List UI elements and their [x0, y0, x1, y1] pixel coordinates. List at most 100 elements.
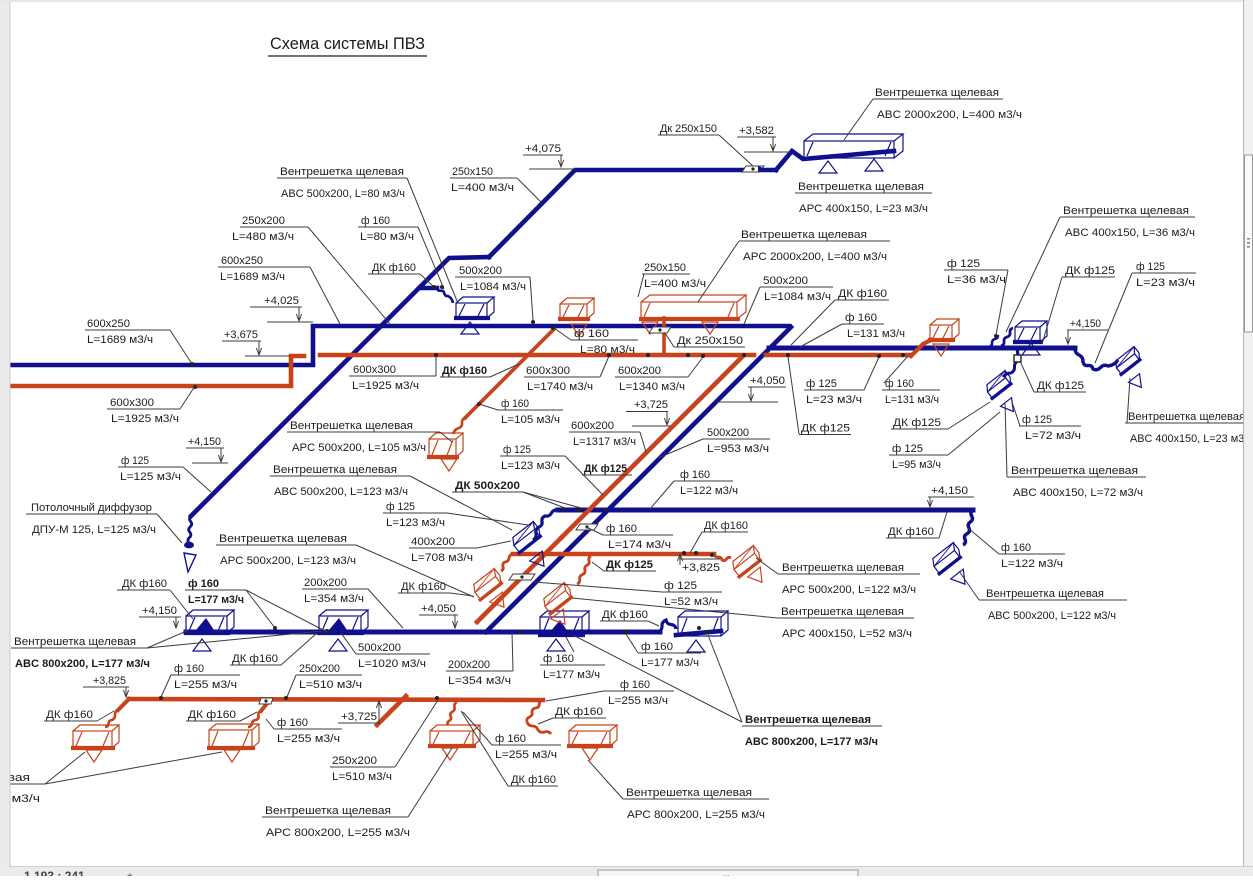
svg-text:ф 125: ф 125	[892, 443, 923, 455]
svg-text:ф 160: ф 160	[845, 312, 877, 324]
svg-text:L=23 м3/ч: L=23 м3/ч	[1136, 277, 1195, 289]
svg-text:Вентрешетка щелевая: Вентрешетка щелевая	[782, 562, 904, 574]
svg-text:Вентрешетка щелевая: Вентрешетка щелевая	[14, 636, 136, 648]
svg-text:L=255 м3/ч: L=255 м3/ч	[608, 695, 668, 707]
svg-text:L=1340 м3/ч: L=1340 м3/ч	[619, 381, 685, 393]
svg-text:L=953 м3/ч: L=953 м3/ч	[707, 443, 769, 455]
svg-text:ф 160: ф 160	[361, 215, 390, 227]
svg-text:ДК ф160: ДК ф160	[602, 609, 648, 621]
svg-text:L=95 м3/ч: L=95 м3/ч	[892, 459, 941, 471]
svg-text:ДК ф160: ДК ф160	[188, 709, 236, 721]
svg-text:Вентрешетка щелевая: Вентрешетка щелевая	[1063, 205, 1189, 217]
svg-text:L=80 м3/ч: L=80 м3/ч	[580, 344, 635, 356]
svg-text:L=1084 м3/ч: L=1084 м3/ч	[764, 291, 831, 303]
svg-text:АРС 800x200, L=255 м3/ч: АРС 800x200, L=255 м3/ч	[627, 809, 765, 821]
svg-text:ДК ф160: ДК ф160	[511, 774, 556, 786]
svg-text:+4,150: +4,150	[188, 436, 221, 448]
svg-text:ДК ф125: ДК ф125	[606, 559, 654, 571]
svg-text:Вентрешетка щелевая: Вентрешетка щелевая	[1128, 411, 1245, 423]
svg-text:ф 125: ф 125	[947, 258, 980, 270]
svg-text:1.193 : 241: 1.193 : 241	[24, 869, 85, 876]
svg-text:400x200: 400x200	[411, 536, 455, 548]
svg-text:ф 160: ф 160	[277, 717, 308, 729]
svg-text:+4,050: +4,050	[421, 603, 456, 615]
svg-text:ф 125: ф 125	[1136, 261, 1165, 273]
svg-text:ABC 400x150, L=36 м3/ч: ABC 400x150, L=36 м3/ч	[1065, 227, 1195, 239]
svg-text:ДК ф125: ДК ф125	[1065, 265, 1115, 277]
svg-text:250x200: 250x200	[242, 215, 285, 227]
svg-text:Вентрешетка щелевая: Вентрешетка щелевая	[280, 166, 404, 178]
svg-text:+3,825: +3,825	[93, 675, 126, 687]
svg-text:ДК ф160: ДК ф160	[704, 520, 748, 532]
svg-text:ф 160: ф 160	[574, 328, 609, 340]
svg-text:Вентрешетка щелевая: Вентрешетка щелевая	[265, 805, 391, 817]
svg-text:АРС 500x200, L=105 м3/ч: АРС 500x200, L=105 м3/ч	[292, 442, 426, 454]
svg-text:L=400 м3/ч: L=400 м3/ч	[644, 278, 706, 290]
svg-text:...: ...	[723, 869, 730, 876]
svg-text:+3,825: +3,825	[682, 562, 720, 574]
svg-text:500x200: 500x200	[707, 427, 749, 439]
svg-text:L=1925 м3/ч: L=1925 м3/ч	[111, 413, 179, 425]
svg-text:600x300: 600x300	[353, 364, 396, 376]
svg-text:L=354 м3/ч: L=354 м3/ч	[304, 593, 364, 605]
svg-text:+3,725: +3,725	[341, 711, 377, 723]
svg-text:Дк 250x150: Дк 250x150	[660, 123, 717, 135]
svg-text:ф 160: ф 160	[543, 653, 574, 665]
svg-text:L=122 м3/ч: L=122 м3/ч	[680, 485, 738, 497]
svg-text:L=125 м3/ч: L=125 м3/ч	[120, 471, 181, 483]
svg-text:250x150: 250x150	[452, 166, 493, 178]
svg-text:L=1689 м3/ч: L=1689 м3/ч	[220, 271, 285, 283]
svg-text:Вентрешетка щелевая: Вентрешетка щелевая	[781, 606, 904, 618]
svg-text:ДК ф160: ДК ф160	[838, 288, 887, 300]
svg-text:L=400 м3/ч: L=400 м3/ч	[451, 182, 514, 194]
svg-text:ф 160: ф 160	[501, 398, 529, 410]
svg-text:ABC 800x200, L=177 м3/ч: ABC 800x200, L=177 м3/ч	[15, 658, 150, 670]
svg-text:L=123 м3/ч: L=123 м3/ч	[386, 517, 445, 529]
svg-text:600x200: 600x200	[571, 420, 614, 432]
svg-text:L=52 м3/ч: L=52 м3/ч	[664, 596, 718, 608]
svg-text:Дк 250x150: Дк 250x150	[677, 335, 743, 347]
svg-text:Вентрешетка щелевая: Вентрешетка щелевая	[741, 229, 867, 241]
svg-text:Вентрешетка щелевая: Вентрешетка щелевая	[1011, 465, 1138, 477]
svg-text:+4,025: +4,025	[264, 295, 299, 307]
svg-text:L=177 м3/ч: L=177 м3/ч	[188, 594, 244, 606]
svg-text:АРС 400x150, L=23 м3/ч: АРС 400x150, L=23 м3/ч	[799, 203, 928, 215]
svg-text:Вентрешетка щелевая: Вентрешетка щелевая	[875, 87, 999, 99]
svg-text:АРС 500x200, L=123 м3/ч: АРС 500x200, L=123 м3/ч	[220, 555, 356, 567]
svg-text:Вентрешетка щелевая: Вентрешетка щелевая	[273, 464, 397, 476]
svg-text:L=1925 м3/ч: L=1925 м3/ч	[352, 380, 419, 392]
svg-text:Вентрешетка щелевая: Вентрешетка щелевая	[745, 714, 871, 726]
svg-text:L=1689 м3/ч: L=1689 м3/ч	[87, 334, 153, 346]
svg-text:ф 160: ф 160	[188, 578, 219, 590]
svg-text:L=1084 м3/ч: L=1084 м3/ч	[460, 281, 526, 293]
svg-text:ДК ф125: ДК ф125	[584, 463, 628, 475]
svg-text:+: +	[127, 871, 133, 876]
svg-text:ДК ф160: ДК ф160	[888, 526, 934, 538]
svg-text:L=177 м3/ч: L=177 м3/ч	[543, 669, 600, 681]
svg-text:Схема системы ПВЗ: Схема системы ПВЗ	[270, 35, 425, 53]
svg-text:АРС 400x150, L=52 м3/ч: АРС 400x150, L=52 м3/ч	[782, 628, 912, 640]
svg-text:Вентрешетка щелевая: Вентрешетка щелевая	[626, 787, 752, 799]
svg-text:L=1317 м3/ч: L=1317 м3/ч	[573, 436, 636, 448]
svg-text:+4,050: +4,050	[750, 375, 785, 387]
svg-text:Потолочный диффузор: Потолочный диффузор	[31, 502, 152, 514]
svg-text:600x200: 600x200	[618, 365, 661, 377]
svg-text:АРС 800x200, L=255 м3/ч: АРС 800x200, L=255 м3/ч	[266, 827, 410, 839]
svg-text:ДК 500x200: ДК 500x200	[455, 480, 520, 492]
svg-text:ф 160: ф 160	[495, 733, 526, 745]
svg-text:ф 160: ф 160	[174, 663, 204, 675]
svg-text:ДК ф160: ДК ф160	[442, 365, 487, 377]
svg-text:+4,150: +4,150	[1070, 318, 1101, 330]
svg-text:L=177 м3/ч: L=177 м3/ч	[641, 657, 699, 669]
svg-text:250x150: 250x150	[644, 262, 686, 274]
svg-text:ДК ф160: ДК ф160	[555, 706, 603, 718]
svg-text:L=354 м3/ч: L=354 м3/ч	[448, 675, 511, 687]
svg-text:ДК ф125: ДК ф125	[1037, 380, 1084, 392]
svg-text:600x250: 600x250	[87, 318, 130, 330]
svg-text:L=255 м3/ч: L=255 м3/ч	[277, 733, 340, 745]
svg-text:+3,675: +3,675	[224, 329, 258, 341]
svg-text:ABC 400x150, L=23 м3/ч: ABC 400x150, L=23 м3/ч	[1130, 433, 1253, 445]
svg-text:L=80 м3/ч: L=80 м3/ч	[360, 231, 414, 243]
svg-text:600x300: 600x300	[526, 365, 570, 377]
svg-text:500x200: 500x200	[358, 642, 401, 654]
